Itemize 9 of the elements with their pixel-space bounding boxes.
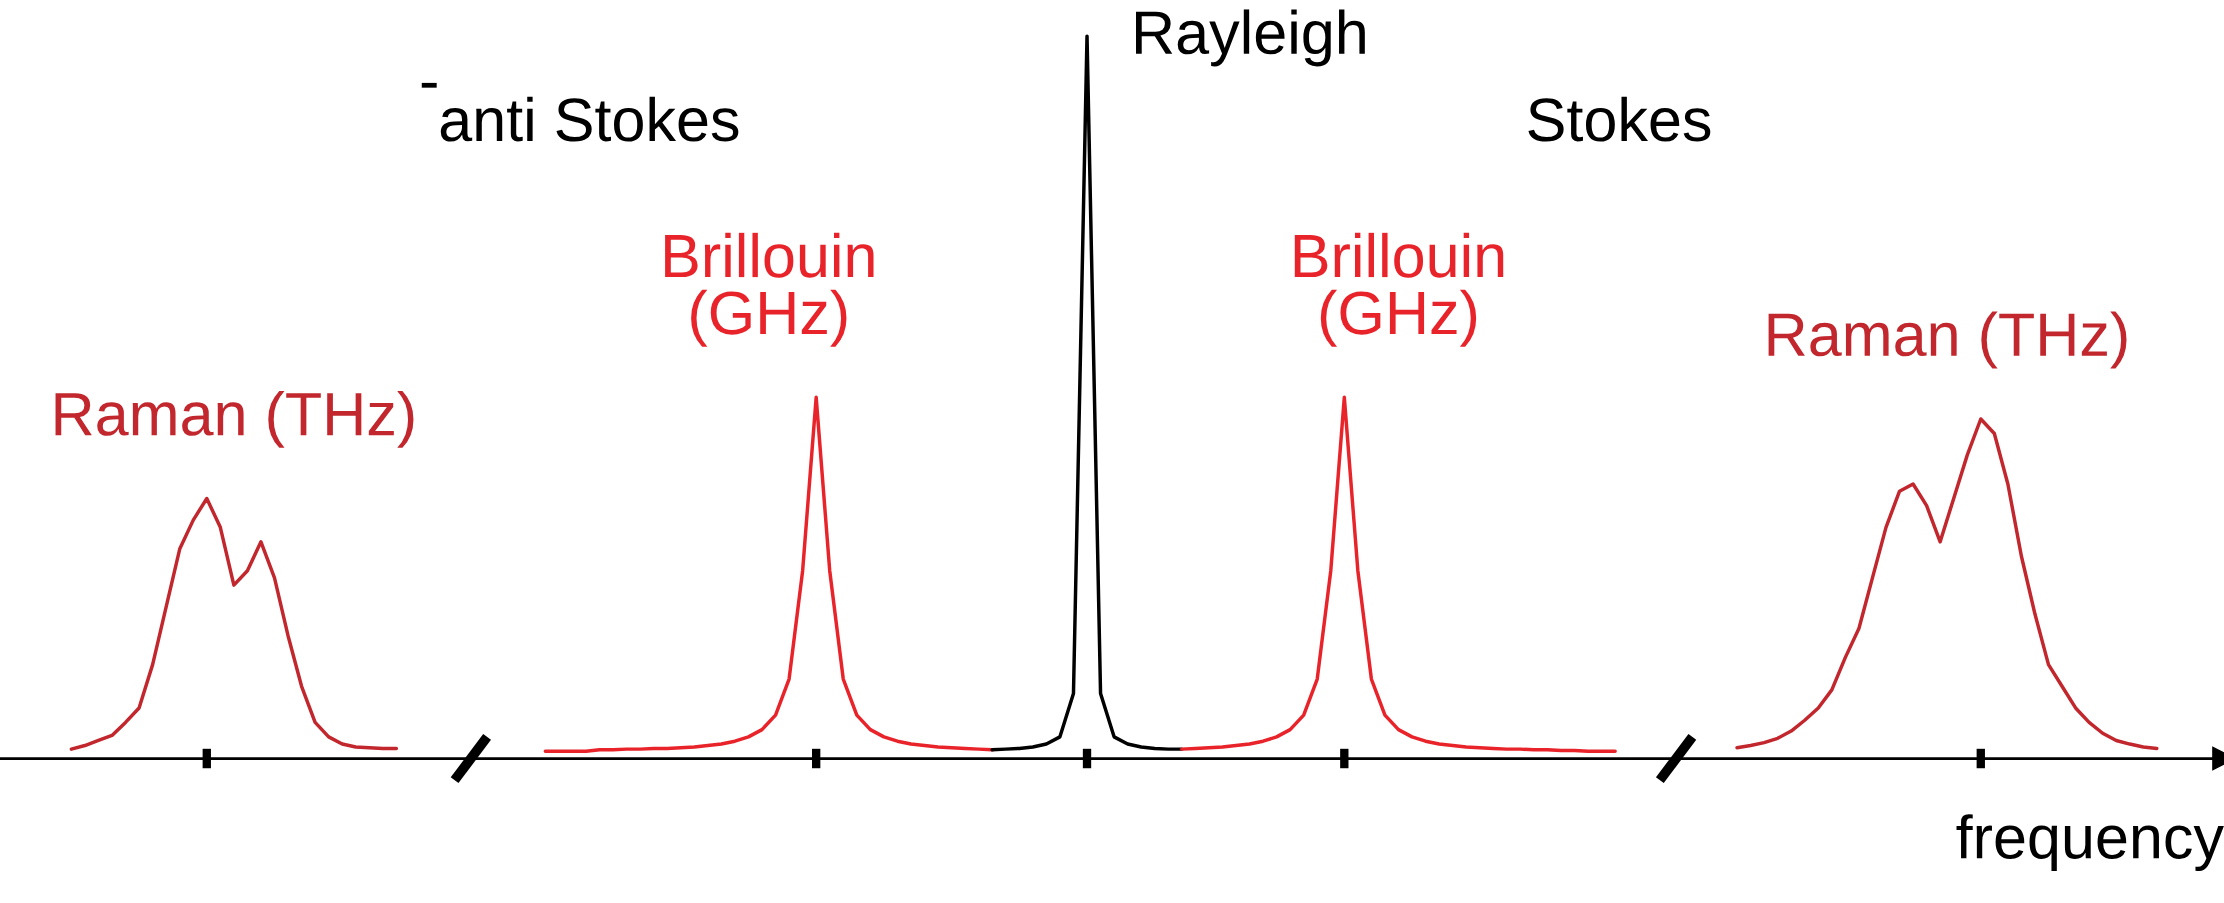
- series-label: Raman (THz): [55, 390, 414, 448]
- annotation: Stokes: [1528, 96, 1711, 142]
- series-label: Brillouin (GHz): [665, 232, 874, 347]
- annotation: anti Stokes: [440, 96, 739, 142]
- annotation: Rayleigh: [1136, 9, 1365, 67]
- annotation: -: [421, 82, 437, 88]
- series-label: Brillouin (GHz): [1294, 232, 1504, 347]
- x-axis-title: frequency: [1956, 814, 2224, 872]
- series-label: Raman (THz): [1768, 311, 2127, 369]
